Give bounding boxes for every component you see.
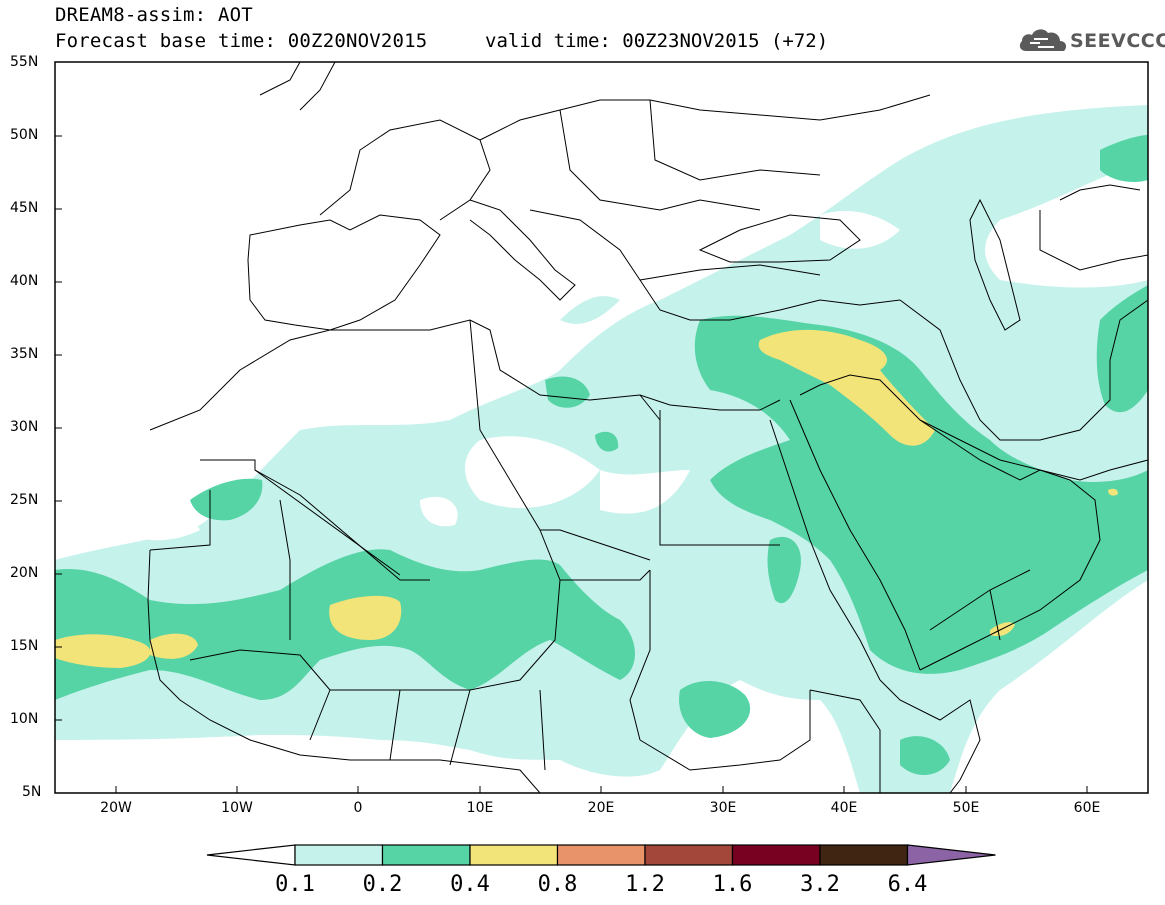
cloud-logo-icon <box>1019 29 1067 51</box>
colorbar-label: 0.8 <box>537 872 578 897</box>
colorbar-label: 0.4 <box>450 872 490 897</box>
country-borders <box>147 62 1148 793</box>
lat-label: 50N <box>10 127 39 143</box>
lon-label: 10E <box>466 800 494 816</box>
colorbar-box <box>819 844 909 866</box>
lat-label: 20N <box>10 565 39 581</box>
colorbar-box <box>731 844 821 866</box>
lon-label: 40E <box>830 800 858 816</box>
lat-label: 55N <box>10 54 39 70</box>
colorbar-box <box>556 844 646 866</box>
colorbar-label: 1.2 <box>625 872 665 897</box>
colorbar <box>206 844 996 866</box>
lat-label: 25N <box>10 492 39 508</box>
colorbar-label: 0.1 <box>275 872 315 897</box>
lon-label: 0 <box>353 800 363 816</box>
lat-label: 15N <box>10 638 39 654</box>
lon-label: 50E <box>952 800 980 816</box>
colorbar-label: 0.2 <box>362 872 403 897</box>
lon-label: 30E <box>709 800 737 816</box>
aot-level-0-4 <box>55 329 1118 668</box>
colorbar-box <box>381 844 471 866</box>
lat-label: 5N <box>22 784 42 800</box>
colorbar-label: 6.4 <box>887 872 928 897</box>
colorbar-label: 3.2 <box>800 872 840 897</box>
lat-label: 45N <box>10 200 39 216</box>
lat-label: 30N <box>10 419 39 435</box>
title-line-1: DREAM8-assim: AOT <box>55 4 253 26</box>
valid-time: valid time: 00Z23NOV2015 (+72) <box>485 30 829 52</box>
lon-label: 20W <box>100 800 132 816</box>
colorbar-arrow-high <box>906 844 996 866</box>
logo-text: SEEVCCC <box>1070 30 1165 52</box>
seevccc-logo: SEEVCCC <box>1018 25 1165 57</box>
lon-label: 10W <box>221 800 253 816</box>
forecast-base-time: Forecast base time: 00Z20NOV2015 <box>55 30 428 52</box>
colorbar-box <box>294 844 384 866</box>
lat-label: 35N <box>10 346 39 362</box>
colorbar-label: 1.6 <box>712 872 753 897</box>
axis-ticks <box>55 135 1088 793</box>
colorbar-box <box>644 844 734 866</box>
lon-label: 60E <box>1073 800 1101 816</box>
colorbar-arrow-low <box>206 844 296 866</box>
lat-label: 40N <box>10 273 39 289</box>
lat-label: 10N <box>10 711 39 727</box>
colorbar-box <box>469 844 559 866</box>
lon-label: 20E <box>587 800 615 816</box>
